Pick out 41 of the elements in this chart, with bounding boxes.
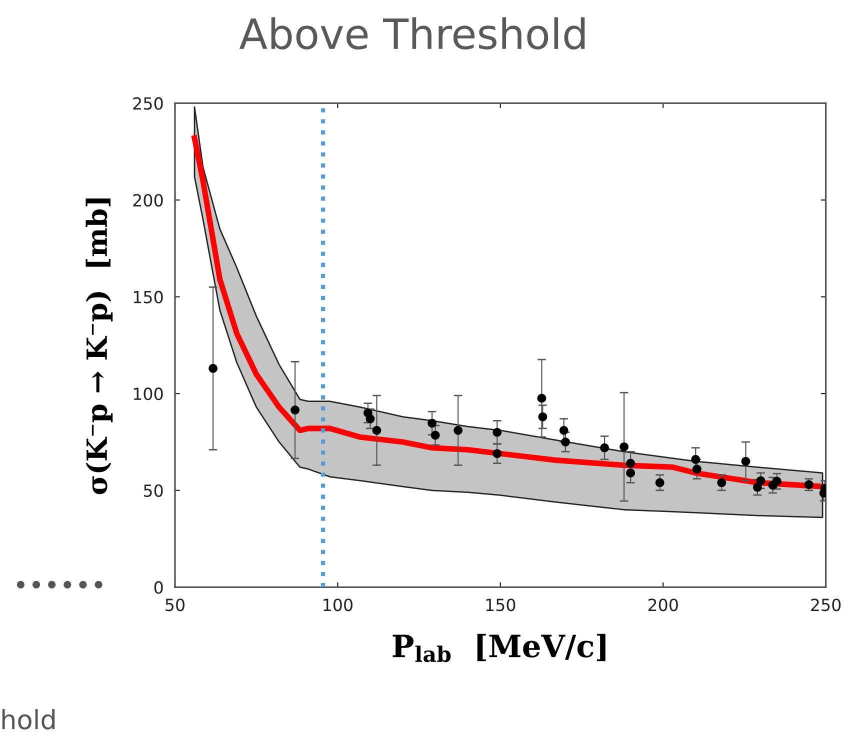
point [741,456,750,466]
point [620,442,629,452]
x-tick-label: 250 [811,598,841,612]
point [655,478,664,488]
point [492,449,502,458]
point [492,428,502,437]
point [692,464,702,474]
point [290,406,300,415]
y-axis-title: σ(K⁻p → K⁻p) [mb] [86,198,113,494]
x-tick-label: 150 [486,598,516,612]
x-tick-label: 50 [166,598,184,612]
point [366,414,375,424]
point [691,454,700,464]
x-tick-label: 100 [324,598,352,612]
y-tick-label: 150 [134,290,163,304]
point [454,426,463,435]
y-tick-label: 250 [133,97,163,110]
text: hold [2,709,55,730]
y-tick-label: 0 [154,581,163,594]
point [559,426,568,435]
text: •••••• [16,580,102,588]
y-tick-label: 50 [144,484,163,497]
point [772,476,782,486]
point [600,443,610,452]
point [208,364,218,373]
x-tick-label: 200 [648,598,678,612]
point [428,418,437,428]
point [752,482,762,492]
point [538,412,548,422]
y-tick-label: 200 [133,194,163,207]
point [756,476,766,486]
chart-title: Above Threshold [239,17,585,50]
text: P$_{lab}$ [MeV/c] [392,634,606,662]
point [537,394,546,403]
y-tick-label: 100 [134,388,163,400]
point [430,430,440,440]
point [560,437,570,446]
point [626,458,636,468]
point [717,478,726,488]
point [372,426,382,435]
point [626,468,636,478]
